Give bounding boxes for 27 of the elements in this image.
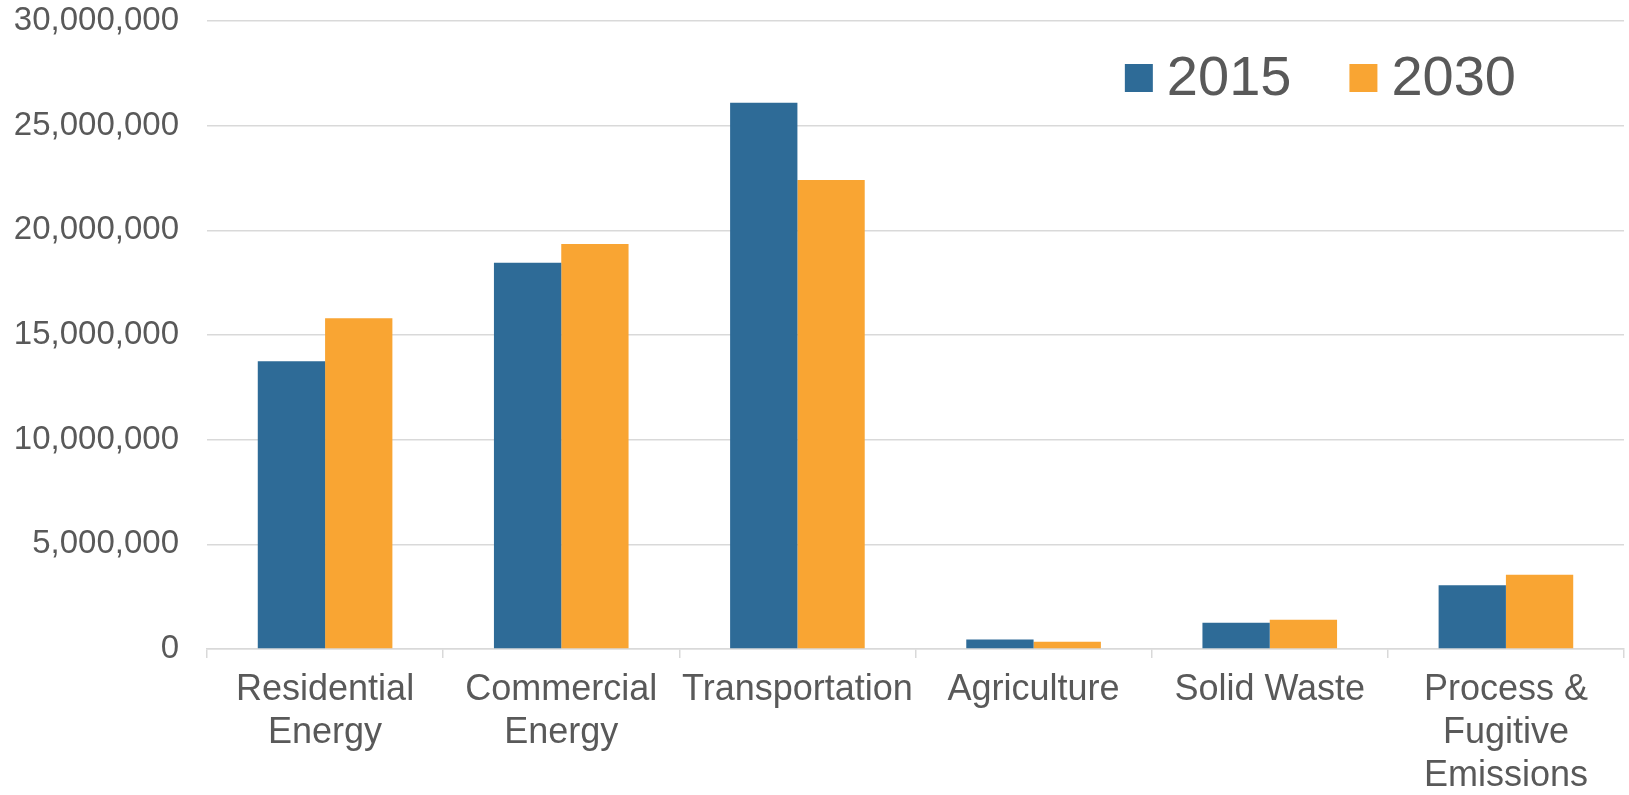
bar — [730, 102, 798, 649]
bar — [1202, 622, 1270, 649]
bar — [966, 639, 1034, 649]
y-tick-label: 15,000,000 — [13, 314, 179, 352]
bar — [325, 318, 393, 649]
y-tick-label: 30,000,000 — [13, 0, 179, 38]
bar — [1505, 574, 1574, 649]
x-tick-label: Agriculture — [947, 666, 1120, 708]
y-tick-label: 20,000,000 — [13, 209, 179, 247]
x-tick-label: Residential Energy — [236, 666, 415, 751]
x-tick-label: Solid Waste — [1174, 666, 1366, 708]
x-tick-label: Commercial Energy — [465, 666, 658, 751]
bar — [257, 361, 326, 649]
bar — [493, 262, 562, 649]
bar — [1269, 619, 1338, 649]
x-tick-label: Transportation — [682, 666, 913, 708]
legend-label: 2015 — [1166, 44, 1292, 108]
y-tick-label: 5,000,000 — [32, 523, 179, 561]
bar — [1033, 641, 1101, 649]
y-tick-label: 10,000,000 — [13, 418, 179, 456]
y-tick-label: 0 — [160, 628, 179, 666]
bar — [561, 243, 629, 649]
bar — [1438, 585, 1506, 649]
legend-label: 2030 — [1391, 44, 1516, 108]
x-tick-label: Process & Fugitive Emissions — [1423, 666, 1588, 794]
y-tick-label: 25,000,000 — [13, 104, 179, 142]
bar — [797, 180, 865, 649]
